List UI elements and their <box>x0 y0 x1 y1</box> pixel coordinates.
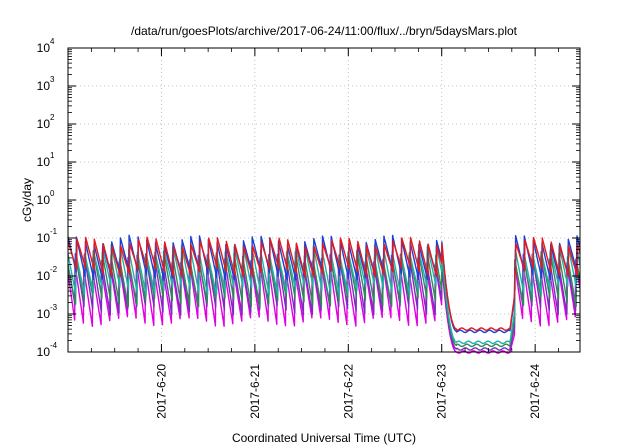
y-tick-exponent: 1 <box>50 151 55 160</box>
y-axis-label: cGy/day <box>20 178 34 222</box>
y-tick-exponent: -4 <box>50 341 58 350</box>
data-series <box>67 234 581 354</box>
y-tick-exponent: 2 <box>50 113 55 122</box>
x-tick-label: 2017-6-24 <box>528 364 542 419</box>
y-axis-label-group: cGy/day <box>20 178 34 222</box>
y-tick-label: 10 <box>37 345 51 359</box>
series-line <box>67 234 581 334</box>
y-tick-label: 10 <box>37 307 51 321</box>
x-tick-label: 2017-6-23 <box>435 364 449 419</box>
x-tick-label: 2017-6-20 <box>154 364 168 419</box>
chart-title: /data/run/goesPlots/archive/2017-06-24/1… <box>131 24 518 38</box>
y-tick-label: 10 <box>37 79 51 93</box>
y-tick-label: 10 <box>37 269 51 283</box>
y-tick-label: 10 <box>37 155 51 169</box>
y-tick-exponent: 0 <box>50 189 55 198</box>
series-line <box>67 260 581 354</box>
y-tick-exponent: -1 <box>50 227 58 236</box>
y-tick-exponent: -2 <box>50 265 58 274</box>
y-tick-label: 10 <box>37 117 51 131</box>
y-tick-exponent: 4 <box>50 37 55 46</box>
series-line <box>67 250 581 348</box>
series-line <box>67 244 581 345</box>
x-tick-label: 2017-6-21 <box>248 364 262 419</box>
x-tick-label: 2017-6-22 <box>341 364 355 419</box>
y-tick-exponent: 3 <box>50 75 55 84</box>
y-tick-label: 10 <box>37 231 51 245</box>
y-tick-label: 10 <box>37 41 51 55</box>
y-tick-exponent: -3 <box>50 303 58 312</box>
y-tick-label: 10 <box>37 193 51 207</box>
x-axis-label: Coordinated Universal Time (UTC) <box>232 431 416 445</box>
series-line <box>67 236 581 331</box>
